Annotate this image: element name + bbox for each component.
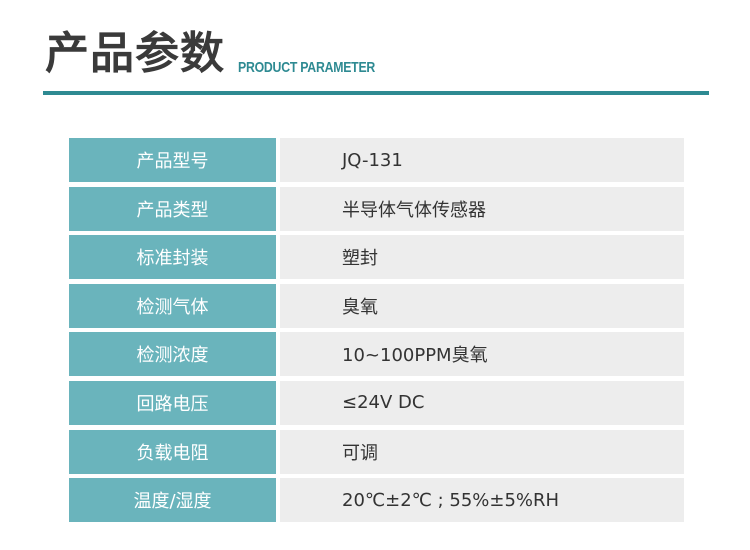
param-label: 负载电阻 xyxy=(69,429,276,474)
param-value: JQ-131 xyxy=(280,138,684,182)
table-row: 负载电阻 可调 xyxy=(69,429,684,474)
param-label: 回路电压 xyxy=(69,380,276,425)
param-value: ≤24V DC xyxy=(280,380,684,425)
param-value: 塑封 xyxy=(280,235,684,280)
header-divider xyxy=(43,91,709,95)
table-row: 回路电压 ≤24V DC xyxy=(69,380,684,425)
param-label: 产品类型 xyxy=(69,186,276,231)
page-title: 产品参数 xyxy=(45,28,225,79)
page-subtitle: PRODUCT PARAMETER xyxy=(238,59,376,76)
param-label: 标准封装 xyxy=(69,235,276,280)
table-row: 检测浓度 10~100PPM臭氧 xyxy=(69,332,684,377)
param-label: 温度/湿度 xyxy=(69,478,276,523)
table-row: 温度/湿度 20℃±2℃ ; 55%±5%RH xyxy=(69,478,684,523)
table-row: 标准封装 塑封 xyxy=(69,235,684,280)
table-row: 产品类型 半导体气体传感器 xyxy=(69,186,684,231)
param-label: 产品型号 xyxy=(69,138,276,182)
param-value: 半导体气体传感器 xyxy=(280,186,684,231)
param-value: 20℃±2℃ ; 55%±5%RH xyxy=(280,478,684,523)
param-value: 可调 xyxy=(280,429,684,474)
param-label: 检测气体 xyxy=(69,283,276,328)
param-value: 臭氧 xyxy=(280,283,684,328)
param-label: 检测浓度 xyxy=(69,332,276,377)
param-value: 10~100PPM臭氧 xyxy=(280,332,684,377)
parameter-table: 产品型号 JQ-131 产品类型 半导体气体传感器 标准封装 塑封 检测气体 臭氧 检测… xyxy=(69,138,684,527)
table-row: 检测气体 臭氧 xyxy=(69,283,684,328)
table-row: 产品型号 JQ-131 xyxy=(69,138,684,182)
